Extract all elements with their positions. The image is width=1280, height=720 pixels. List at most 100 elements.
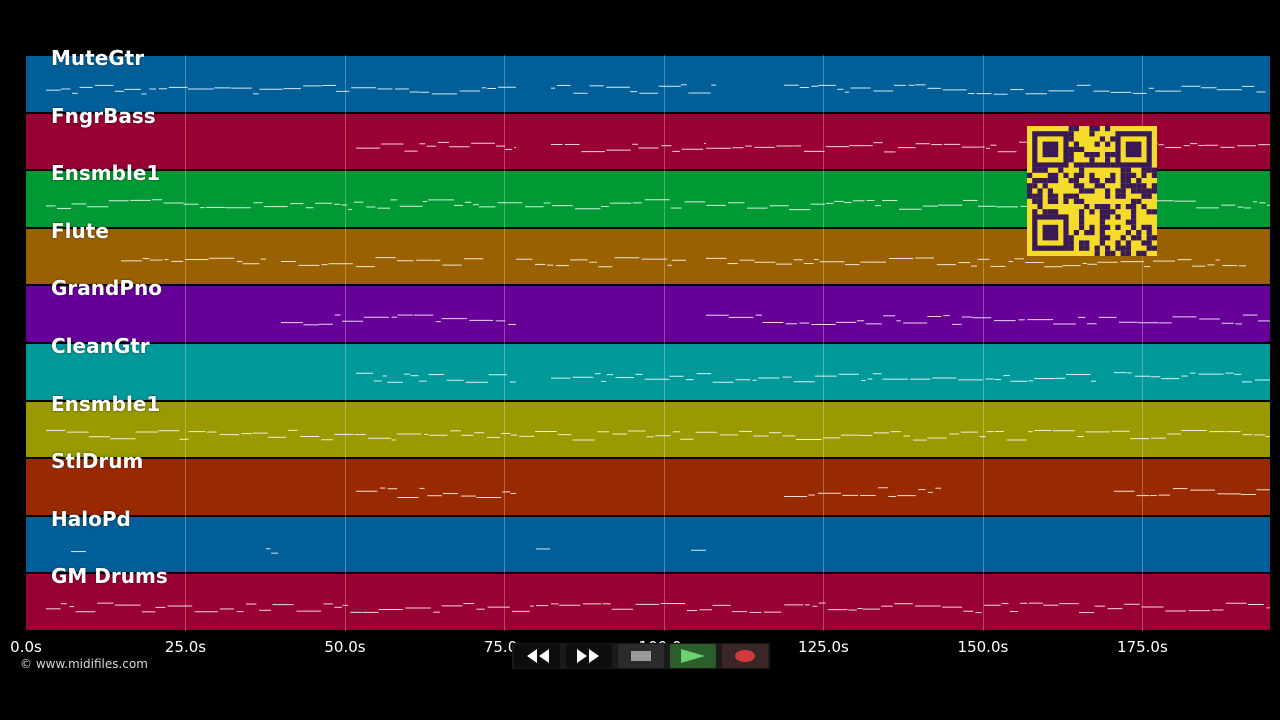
qr-module xyxy=(1094,152,1100,158)
qr-module xyxy=(1037,167,1043,173)
qr-module xyxy=(1084,188,1090,194)
rewind-button[interactable] xyxy=(514,644,560,668)
qr-module xyxy=(1037,204,1043,210)
fast-forward-button[interactable] xyxy=(566,644,612,668)
qr-module xyxy=(1141,250,1147,256)
track-label: Ensmble1 xyxy=(51,161,161,186)
record-button[interactable] xyxy=(722,644,768,668)
qr-module xyxy=(1125,204,1131,210)
qr-module xyxy=(1105,152,1111,158)
qr-module xyxy=(1094,126,1100,132)
qr-module xyxy=(1146,240,1152,246)
qr-module xyxy=(1053,198,1059,204)
qr-module xyxy=(1099,183,1105,189)
qr-module xyxy=(1099,136,1105,142)
qr-module xyxy=(1141,240,1147,246)
qr-module xyxy=(1079,167,1085,173)
qr-module xyxy=(1125,183,1131,189)
gridline xyxy=(823,55,825,631)
qr-module xyxy=(1115,245,1121,251)
qr-module xyxy=(1105,204,1111,210)
stop-button[interactable] xyxy=(618,644,664,668)
qr-module xyxy=(1063,193,1069,199)
qr-module xyxy=(1042,183,1048,189)
qr-module xyxy=(1073,178,1079,184)
qr-module xyxy=(1037,193,1043,199)
play-button[interactable] xyxy=(670,644,716,668)
copyright-text: © www.midifiles.com xyxy=(20,657,148,671)
qr-module xyxy=(1105,193,1111,199)
qr-module xyxy=(1037,198,1043,204)
qr-module xyxy=(1079,240,1085,246)
track-label: MuteGtr xyxy=(51,46,145,70)
track-lane-gm-drums: GM Drums xyxy=(26,564,1270,631)
qr-module xyxy=(1089,209,1095,215)
track-area: MuteGtr FngrBass Ensmble1 Flute GrandPno… xyxy=(26,46,1270,631)
qr-module xyxy=(1084,245,1090,251)
track-label: HaloPd xyxy=(51,506,131,531)
qr-module xyxy=(1094,245,1100,251)
gridline xyxy=(982,55,984,631)
qr-module xyxy=(1094,204,1100,210)
qr-module xyxy=(1105,178,1111,184)
qr-module xyxy=(1136,198,1142,204)
qr-module xyxy=(1151,209,1157,215)
qr-module xyxy=(1089,224,1095,230)
qr-module xyxy=(1047,198,1053,204)
qr-module xyxy=(1073,172,1079,178)
qr-module xyxy=(1141,193,1147,199)
qr-module xyxy=(1063,172,1069,178)
qr-module xyxy=(1047,209,1053,215)
qr-module xyxy=(1032,198,1038,204)
qr-module xyxy=(1032,167,1038,173)
qr-code xyxy=(1027,126,1157,256)
rewind-icon xyxy=(527,649,549,663)
qr-module xyxy=(1068,193,1074,199)
qr-module xyxy=(1027,183,1033,189)
qr-module xyxy=(1032,178,1038,184)
transport-controls xyxy=(512,643,770,669)
qr-module xyxy=(1141,224,1147,230)
qr-module xyxy=(1105,126,1111,132)
qr-module xyxy=(1032,193,1038,199)
qr-module xyxy=(1047,188,1053,194)
track-label: GM Drums xyxy=(51,564,168,589)
qr-module xyxy=(1053,209,1059,215)
gridline xyxy=(185,55,187,631)
qr-module xyxy=(1115,204,1121,210)
qr-module xyxy=(1125,178,1131,184)
stop-icon xyxy=(631,651,651,661)
qr-module xyxy=(1131,188,1137,194)
qr-module xyxy=(1110,172,1116,178)
qr-module xyxy=(1068,178,1074,184)
qr-module xyxy=(1115,224,1121,230)
qr-module xyxy=(1141,183,1147,189)
qr-module xyxy=(1141,167,1147,173)
qr-module xyxy=(1094,183,1100,189)
qr-module xyxy=(1042,167,1048,173)
qr-module xyxy=(1105,250,1111,256)
qr-module xyxy=(1099,162,1105,168)
qr-module xyxy=(1105,157,1111,163)
qr-module xyxy=(1110,209,1116,215)
track-label: GrandPno xyxy=(51,276,162,301)
qr-module xyxy=(1131,209,1137,215)
qr-module xyxy=(1146,209,1152,215)
qr-module xyxy=(1110,178,1116,184)
qr-module xyxy=(1146,230,1152,236)
qr-module xyxy=(1120,188,1126,194)
qr-module xyxy=(1105,245,1111,251)
qr-module xyxy=(1151,172,1157,178)
track-label: Ensmble1 xyxy=(51,391,161,416)
qr-module xyxy=(1099,240,1105,246)
gridline xyxy=(504,55,506,631)
qr-module xyxy=(1068,131,1074,137)
qr-module xyxy=(1099,235,1105,241)
qr-module xyxy=(1120,172,1126,178)
time-tick-label: 175.0s xyxy=(1117,638,1168,656)
qr-module xyxy=(1079,146,1085,152)
qr-module xyxy=(1079,245,1085,251)
qr-module xyxy=(1151,188,1157,194)
qr-module xyxy=(1063,198,1069,204)
track-label: CleanGtr xyxy=(51,334,150,358)
